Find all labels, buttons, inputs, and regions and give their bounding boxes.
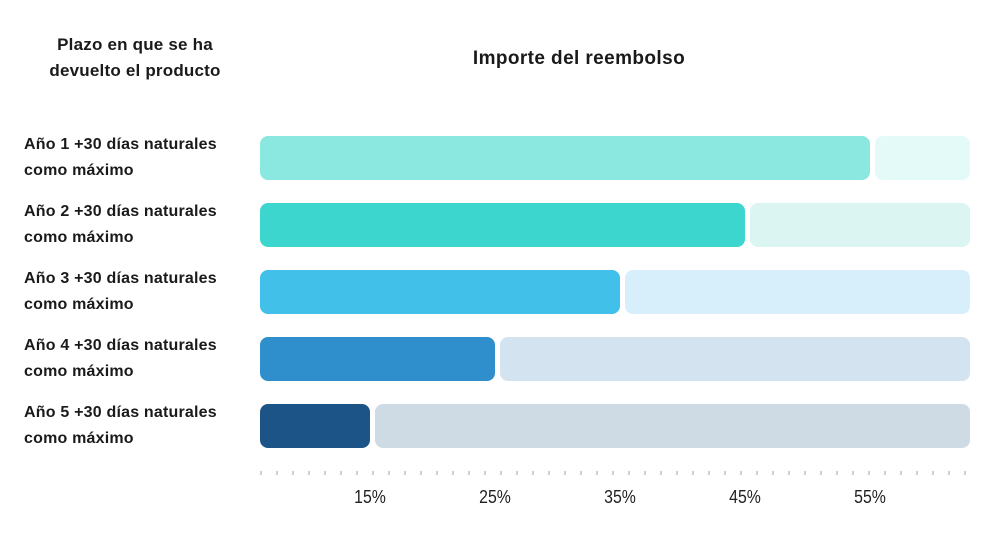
x-axis-area: 15% 25% 35% 45% 55% <box>260 471 970 521</box>
bars-area: Año 1 +30 días naturales como máximo Año 2… <box>24 136 970 448</box>
bar-track <box>260 404 970 448</box>
bar-remainder <box>624 270 970 314</box>
bar-track <box>260 270 970 314</box>
bar-fill <box>260 270 620 314</box>
x-axis: 15% 25% 35% 45% 55% <box>260 487 970 521</box>
category-label: Año 5 +30 días naturales como máximo <box>24 404 217 447</box>
bar-remainder <box>375 404 970 448</box>
chart-row: Año 4 +30 días naturales como máximo <box>24 337 970 381</box>
bar-track <box>260 136 970 180</box>
bar-track <box>260 337 970 381</box>
chart-header: Plazo en que se ha devuelto el producto … <box>0 0 1008 84</box>
bar-fill <box>260 203 745 247</box>
x-tick-label: 55% <box>854 487 886 507</box>
bar-fill <box>260 404 370 448</box>
x-tick-label: 25% <box>479 487 511 507</box>
category-label: Año 3 +30 días naturales como máximo <box>24 270 217 313</box>
axis-tick-line <box>260 471 970 475</box>
category-label: Año 4 +30 días naturales como máximo <box>24 337 217 380</box>
category-label: Año 2 +30 días naturales como máximo <box>24 203 217 246</box>
chart-row: Año 1 +30 días naturales como máximo <box>24 136 970 180</box>
chart-row: Año 5 +30 días naturales como máximo <box>24 404 970 448</box>
bar-remainder <box>499 337 970 381</box>
row-axis-title: Plazo en que se ha devuelto el producto <box>49 35 221 80</box>
chart-row: Año 3 +30 días naturales como máximo <box>24 270 970 314</box>
bar-remainder <box>874 136 970 180</box>
x-tick-label: 15% <box>354 487 386 507</box>
bar-fill <box>260 337 495 381</box>
x-tick-label: 45% <box>729 487 761 507</box>
chart-title: Importe del reembolso <box>472 48 686 69</box>
bar-track <box>260 203 970 247</box>
category-label: Año 1 +30 días naturales como máximo <box>24 136 217 179</box>
bar-remainder <box>750 203 970 247</box>
x-tick-label: 35% <box>604 487 636 507</box>
bar-fill <box>260 136 870 180</box>
chart-row: Año 2 +30 días naturales como máximo <box>24 203 970 247</box>
